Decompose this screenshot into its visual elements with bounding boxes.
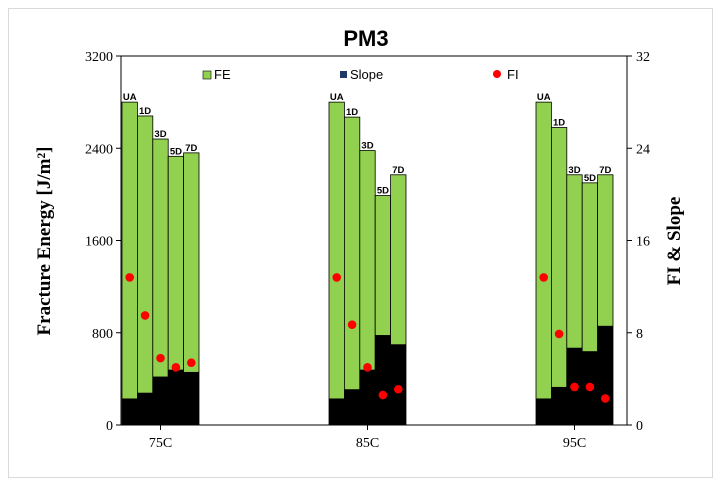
y-tick-label-right: 16 bbox=[636, 235, 650, 250]
fi-point bbox=[125, 273, 134, 282]
fe-bar bbox=[121, 101, 138, 426]
y-axis-label-right: FI & Slope bbox=[664, 197, 685, 286]
x-tick-label: 95C bbox=[563, 436, 586, 451]
bar-label: 5D bbox=[584, 173, 596, 184]
fi-point bbox=[585, 382, 595, 392]
fi-point bbox=[140, 311, 150, 320]
y-tick-label-right: 32 bbox=[636, 50, 650, 65]
bar-label: 5D bbox=[377, 186, 389, 197]
slope-bar bbox=[536, 398, 552, 425]
fi-point bbox=[394, 384, 403, 394]
fi-point bbox=[378, 390, 388, 400]
fi-points-group bbox=[125, 273, 610, 403]
chart-title: PM3 bbox=[343, 26, 388, 51]
bar-label: 7D bbox=[185, 143, 197, 154]
fe-bar bbox=[136, 115, 154, 426]
chart-frame bbox=[8, 8, 713, 478]
fi-point bbox=[332, 273, 342, 282]
slope-bar bbox=[152, 376, 169, 425]
bar-label: 3D bbox=[361, 141, 373, 152]
fe-bar bbox=[328, 101, 345, 426]
slope-bar bbox=[329, 398, 345, 425]
legend-label-fi: FI bbox=[507, 67, 519, 82]
y-tick-label-left: 3200 bbox=[85, 50, 113, 65]
bar-label: 5D bbox=[170, 146, 182, 157]
slope-bar bbox=[137, 392, 153, 425]
bar-label: 3D bbox=[568, 165, 580, 176]
y-tick-label-left: 1600 bbox=[85, 235, 113, 250]
legend-marker-fi bbox=[493, 70, 501, 78]
fi-point bbox=[347, 320, 357, 329]
slope-bar bbox=[375, 335, 391, 425]
fi-point bbox=[539, 273, 548, 282]
fi-point bbox=[363, 363, 372, 372]
ticks-group: 0 800 1600 2400 3200 0 8 16 24 32 75C 85C 95C bbox=[85, 50, 650, 451]
y-tick-label-left: 800 bbox=[92, 327, 113, 342]
bar-label: 1D bbox=[346, 107, 358, 118]
slope-bar bbox=[168, 369, 184, 425]
y-tick-label-right: 0 bbox=[636, 419, 643, 434]
fi-point bbox=[171, 363, 181, 372]
y-tick-label-right: 8 bbox=[636, 327, 643, 342]
fi-point bbox=[554, 329, 564, 339]
fi-point bbox=[601, 394, 610, 403]
y-tick-label-left: 2400 bbox=[85, 142, 113, 157]
slope-bar bbox=[183, 371, 199, 425]
legend-label-slope: Slope bbox=[350, 67, 383, 82]
slope-bar bbox=[390, 344, 406, 425]
slope-bar bbox=[344, 389, 360, 425]
bar-label: 3D bbox=[154, 129, 166, 140]
fi-point bbox=[570, 382, 579, 392]
bar-label: 1D bbox=[553, 117, 565, 128]
slope-bar bbox=[122, 398, 138, 425]
y-tick-label-left: 0 bbox=[106, 419, 113, 434]
bar-label: UA bbox=[123, 92, 137, 103]
legend-swatch-slope bbox=[340, 71, 347, 78]
bar-label: 7D bbox=[599, 165, 611, 176]
bar-label: UA bbox=[537, 92, 551, 103]
x-tick-label: 75C bbox=[149, 436, 172, 451]
bar-label: UA bbox=[330, 92, 344, 103]
bar-label: 1D bbox=[139, 106, 151, 117]
y-axis-label-left: Fracture Energy [J/m²] bbox=[34, 147, 55, 336]
legend: FE Slope FI bbox=[202, 67, 519, 82]
slope-bar bbox=[359, 369, 376, 425]
bar-label: 7D bbox=[392, 165, 404, 176]
fe-bar bbox=[343, 116, 361, 426]
slope-bar bbox=[597, 325, 613, 425]
fe-bar bbox=[551, 127, 568, 426]
fi-point bbox=[187, 358, 196, 368]
x-tick-label: 85C bbox=[356, 436, 379, 451]
fi-point bbox=[156, 353, 165, 363]
slope-bar bbox=[551, 386, 567, 425]
y-tick-label-right: 24 bbox=[636, 142, 650, 157]
legend-label-fe: FE bbox=[214, 67, 231, 82]
legend-swatch-fe bbox=[202, 70, 212, 80]
fe-bar bbox=[535, 101, 552, 426]
